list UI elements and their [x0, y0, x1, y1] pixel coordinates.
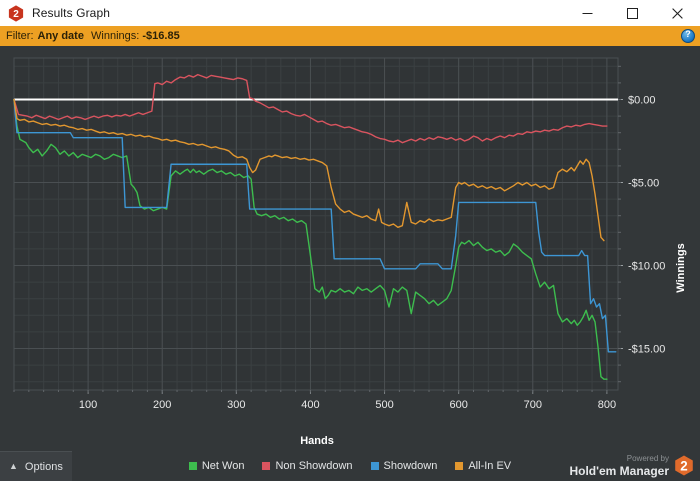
y-axis-label: Winnings [675, 243, 687, 292]
y-tick-label: -$15.00 [628, 344, 665, 356]
x-axis-label: Hands [300, 435, 334, 447]
page-title: Results Graph [32, 6, 110, 20]
filter-bar: Filter: Any date Winnings: -$16.85 [0, 26, 700, 46]
legend-item[interactable]: Net Won [188, 459, 245, 472]
x-tick-label: 800 [598, 399, 616, 411]
legend-label: Non Showdown [275, 459, 353, 472]
holdem-manager-hexagon-2-icon: 2 [674, 455, 694, 476]
winnings-value: -$16.85 [139, 30, 180, 42]
brand-block: Powered by Hold'em Manager 2 [569, 453, 694, 478]
x-tick-label: 100 [79, 399, 97, 411]
bottom-bar: ▲ Options Net Won Non Showdown Showdown All… [0, 451, 700, 481]
series-line [13, 98, 605, 242]
series-line [13, 73, 608, 144]
legend-label: Net Won [201, 459, 245, 472]
svg-text:2: 2 [680, 458, 687, 473]
x-tick-label: 500 [375, 399, 393, 411]
plot-background [14, 58, 618, 390]
chart-legend: Net Won Non Showdown Showdown All-In EV [0, 451, 700, 480]
minimize-icon [582, 12, 593, 14]
legend-item[interactable]: Showdown [370, 459, 438, 472]
x-tick-label: 300 [227, 399, 245, 411]
chart-container: 100 200 300 400 500 600 700 800 $0.00 -$5.00 -$10.… [0, 46, 700, 451]
y-tick-label: $0.00 [628, 95, 656, 107]
series-lines [13, 73, 617, 380]
series-line [13, 98, 617, 353]
y-tick-label: -$5.00 [628, 178, 659, 190]
filter-label: Filter: [6, 30, 34, 42]
options-button[interactable]: ▲ Options [0, 451, 72, 481]
legend-swatch-icon [370, 461, 379, 470]
axis-tick-labels: 100 200 300 400 500 600 700 800 $0.00 -$5.00 -$10.… [79, 95, 665, 412]
x-tick-label: 600 [449, 399, 467, 411]
x-tick-label: 200 [153, 399, 171, 411]
title-bar: 2 Results Graph [0, 0, 700, 26]
minimize-button[interactable] [565, 0, 610, 26]
chevron-up-icon: ▲ [9, 461, 18, 471]
legend-item[interactable]: Non Showdown [262, 459, 353, 472]
legend-label: Showdown [383, 459, 438, 472]
options-button-label: Options [24, 460, 63, 473]
hexagon-logo-svg: 2 [675, 455, 693, 476]
maximize-button[interactable] [610, 0, 655, 26]
svg-text:2: 2 [13, 9, 19, 20]
help-circle-icon[interactable] [681, 29, 695, 43]
legend-swatch-icon [188, 461, 197, 470]
hexagon-logo-svg: 2 [8, 4, 24, 22]
results-line-chart[interactable]: 100 200 300 400 500 600 700 800 $0.00 -$5.00 -$10.… [0, 46, 700, 451]
series-line [13, 98, 608, 380]
x-tick-label: 700 [524, 399, 542, 411]
y-tick-label: -$10.00 [628, 261, 665, 273]
legend-item[interactable]: All-In EV [455, 460, 511, 472]
close-icon [672, 7, 683, 19]
close-button[interactable] [655, 0, 700, 26]
filter-value[interactable]: Any date [37, 30, 84, 42]
brand-name-label: Hold'em Manager [569, 463, 669, 478]
legend-swatch-icon [455, 461, 464, 470]
legend-label: All-In EV [468, 459, 512, 472]
axis-ticks [13, 65, 623, 394]
brand-text: Powered by Hold'em Manager [569, 453, 669, 478]
holdem-manager-hexagon-2-icon: 2 [8, 4, 24, 22]
winnings-label: Winnings: [87, 30, 140, 42]
legend-swatch-icon [262, 461, 271, 470]
maximize-icon [627, 7, 638, 19]
powered-by-label: Powered by [626, 453, 669, 463]
x-tick-label: 400 [301, 399, 319, 411]
